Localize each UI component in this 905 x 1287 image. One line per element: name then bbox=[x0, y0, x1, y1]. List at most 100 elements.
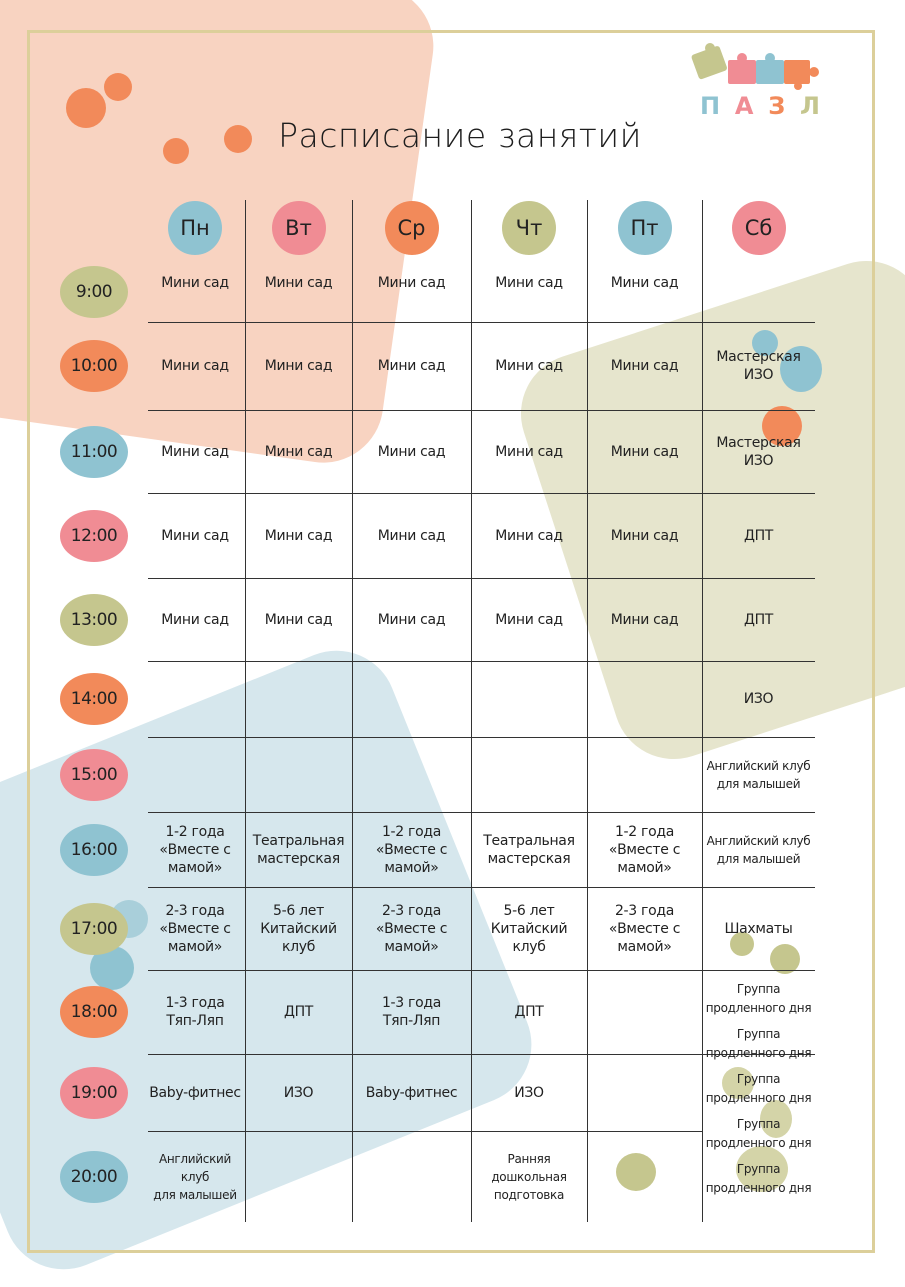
time-label: 12:00 bbox=[60, 509, 128, 562]
cell-text: Ранняя дошкольная bbox=[491, 1151, 567, 1184]
schedule-cell: Мини сад bbox=[352, 493, 471, 578]
schedule-cell: Мини сад bbox=[471, 410, 587, 493]
cell-text: продленного дня bbox=[705, 1135, 812, 1150]
schedule-cell bbox=[587, 661, 702, 737]
cell-text: клуб bbox=[512, 938, 546, 955]
cell-text: «Вместе с bbox=[375, 920, 448, 937]
column-divider bbox=[471, 200, 472, 1222]
schedule-cell bbox=[245, 1131, 352, 1222]
row-divider bbox=[148, 812, 815, 813]
cell-text: «Вместе с bbox=[159, 841, 231, 858]
cell-text: Мини сад bbox=[495, 611, 563, 628]
schedule-cell: Ранняя дошкольная подготовка bbox=[471, 1131, 587, 1222]
schedule-cell: ДПТ bbox=[702, 578, 815, 661]
time-label: 11:00 bbox=[60, 425, 128, 478]
cell-text: Мини сад bbox=[377, 527, 446, 544]
schedule-cell: Мини сад bbox=[471, 322, 587, 410]
schedule-cell bbox=[145, 661, 245, 737]
schedule-cell: Мини сад bbox=[352, 578, 471, 661]
cell-text: 1-2 года bbox=[165, 823, 225, 840]
schedule-cell: 5-6 лет Китайский клуб bbox=[245, 887, 352, 970]
schedule-cell bbox=[471, 661, 587, 737]
schedule-cell: Мини сад bbox=[352, 410, 471, 493]
time-label: 18:00 bbox=[60, 986, 128, 1038]
schedule-cell: Английский клуб для малышей bbox=[702, 737, 815, 812]
time-label: 15:00 bbox=[60, 748, 128, 801]
decor-dot bbox=[616, 1153, 656, 1191]
cell-text: Мини сад bbox=[264, 611, 333, 628]
schedule-cell: Театральная мастерская bbox=[471, 812, 587, 887]
schedule-cell: Мини сад bbox=[145, 262, 245, 304]
schedule-cell: Мини сад bbox=[245, 578, 352, 661]
schedule-cell: Мини сад bbox=[587, 493, 702, 578]
cell-text: Мини сад bbox=[377, 443, 446, 460]
cell-text: для малышей bbox=[153, 1187, 237, 1202]
schedule-cell: 1-2 года «Вместе с мамой» bbox=[587, 812, 702, 887]
time-label: 17:00 bbox=[60, 902, 128, 955]
cell-text: подготовка bbox=[493, 1187, 565, 1202]
puzzle-logo-icon bbox=[691, 43, 819, 90]
schedule-cell: Мини сад bbox=[587, 578, 702, 661]
cell-text: мастерская bbox=[487, 850, 571, 867]
cell-text: Английский клуб bbox=[706, 833, 811, 848]
schedule-cell: Мини сад bbox=[587, 410, 702, 493]
time-label: 19:00 bbox=[60, 1066, 128, 1119]
cell-text: 2-3 года bbox=[381, 902, 442, 919]
cell-text: 5-6 лет bbox=[273, 902, 324, 919]
cell-text: Группа bbox=[736, 1117, 781, 1131]
schedule-cell: 2-3 года «Вместе с мамой» bbox=[352, 887, 471, 970]
decor-dot bbox=[760, 1100, 792, 1138]
cell-text: Мини сад bbox=[264, 358, 333, 374]
schedule-cell: 1-3 года Тяп-Ляп bbox=[352, 970, 471, 1054]
time-label: 10:00 bbox=[60, 340, 128, 392]
decor-dot bbox=[104, 73, 132, 101]
cell-text: Мини сад bbox=[161, 358, 229, 374]
schedule-cell: Мини сад bbox=[471, 578, 587, 661]
day-header-6: Сб bbox=[731, 201, 786, 255]
schedule-cell: Baby-фитнес bbox=[352, 1054, 471, 1131]
cell-text: продленного дня bbox=[705, 1090, 812, 1105]
time-label: 20:00 bbox=[60, 1150, 128, 1203]
cell-text: Английский клуб bbox=[158, 1151, 232, 1184]
time-label: 9:00 bbox=[60, 266, 128, 318]
page-title: Расписание занятий bbox=[278, 116, 642, 155]
schedule-cell: Мини сад bbox=[471, 262, 587, 304]
time-label: 13:00 bbox=[60, 593, 128, 646]
decor-dot bbox=[752, 330, 778, 356]
schedule-cell: ИЗО bbox=[471, 1054, 587, 1131]
schedule-cell: 5-6 лет Китайский клуб bbox=[471, 887, 587, 970]
cell-text: мамой» bbox=[384, 938, 439, 955]
schedule-cell: Baby-фитнес bbox=[145, 1054, 245, 1131]
cell-text: ДПТ bbox=[743, 527, 774, 544]
cell-text: Мини сад bbox=[610, 527, 679, 544]
cell-text: ИЗО bbox=[743, 452, 774, 469]
cell-text: Baby-фитнес bbox=[365, 1084, 458, 1101]
cell-text: Мини сад bbox=[264, 443, 333, 460]
row-divider bbox=[148, 410, 815, 411]
row-divider bbox=[148, 1131, 702, 1132]
schedule-cell: Мини сад bbox=[352, 262, 471, 304]
schedule-cell bbox=[702, 262, 815, 304]
schedule-cell: ИЗО bbox=[245, 1054, 352, 1131]
schedule-cell: Мини сад bbox=[587, 262, 702, 304]
decor-dot bbox=[163, 138, 189, 164]
column-divider bbox=[352, 200, 353, 1222]
cell-text: мамой» bbox=[617, 938, 672, 955]
schedule-cell: Мини сад bbox=[587, 322, 702, 410]
cell-text: для малышей bbox=[716, 851, 801, 866]
cell-text: Театральная bbox=[252, 832, 345, 849]
schedule-cell: ДПТ bbox=[702, 493, 815, 578]
schedule-cell: Мастерская ИЗО bbox=[702, 410, 815, 493]
schedule-cell: Мини сад bbox=[245, 493, 352, 578]
cell-text: Мини сад bbox=[610, 358, 679, 374]
logo-text: П А З Л bbox=[700, 92, 820, 120]
decor-dot bbox=[736, 1146, 788, 1192]
cell-text: Английский клуб bbox=[706, 758, 811, 773]
cell-text: ИЗО bbox=[743, 691, 774, 707]
cell-text: мамой» bbox=[384, 859, 439, 876]
cell-text: 2-3 года bbox=[614, 902, 675, 919]
schedule-cell: 2-3 года «Вместе с мамой» bbox=[145, 887, 245, 970]
schedule-cell: Английский клуб для малышей bbox=[145, 1131, 245, 1222]
cell-text: Мини сад bbox=[610, 275, 679, 291]
schedule-cell: Шахматы bbox=[702, 887, 815, 970]
